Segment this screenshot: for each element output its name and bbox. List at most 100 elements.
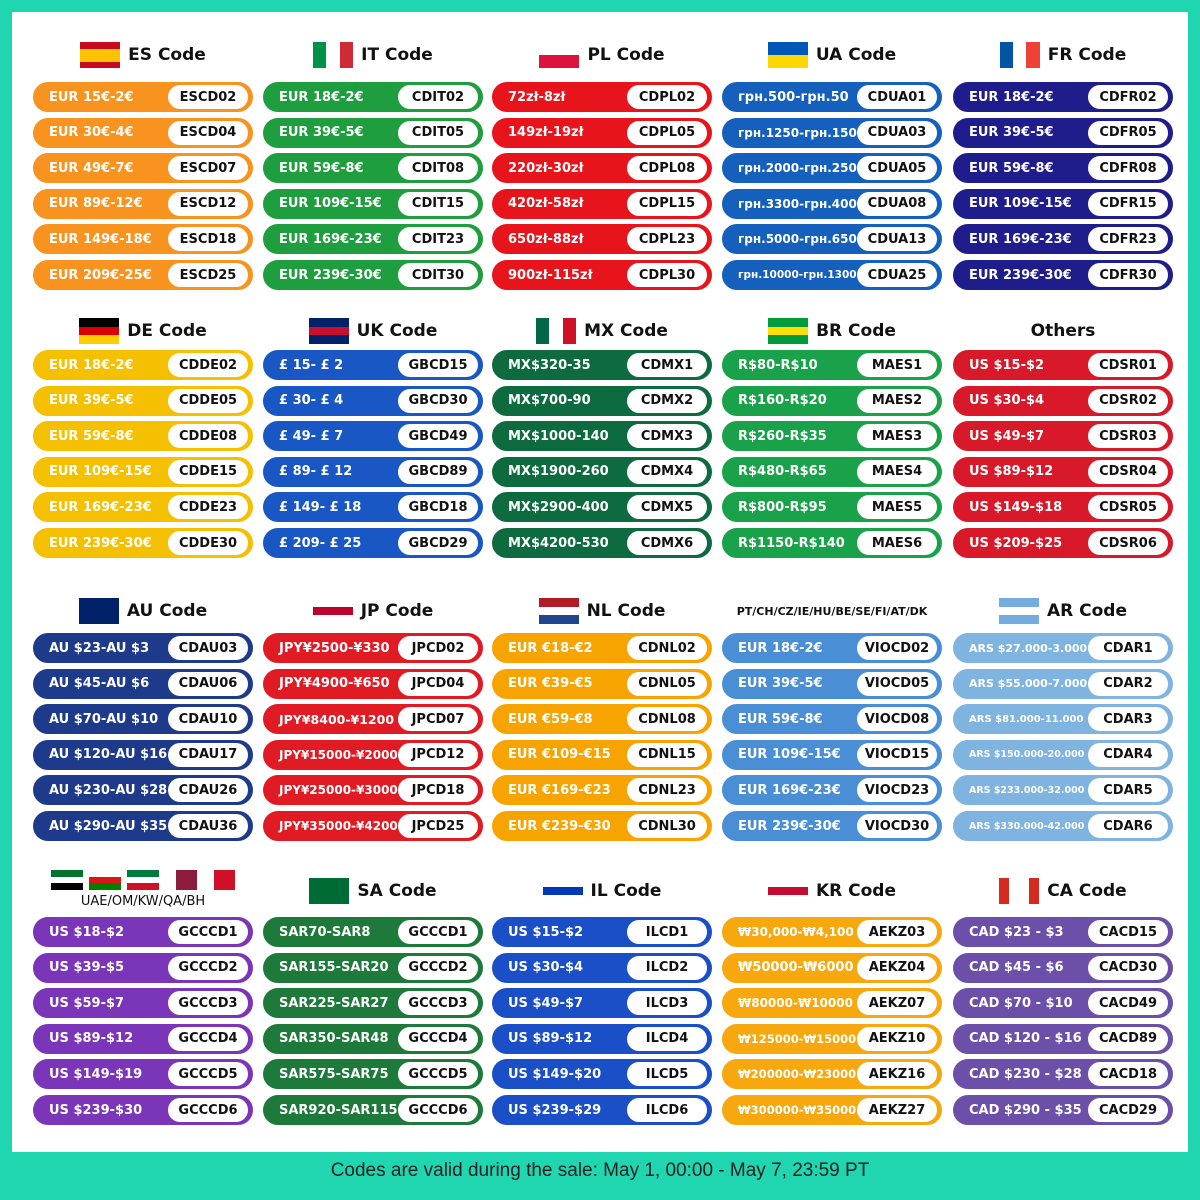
flag-stripe xyxy=(542,886,583,896)
group-title: IT Code xyxy=(361,45,433,65)
flag-stripe xyxy=(767,886,808,896)
coupon: грн.3300-грн.400 CDUA08 xyxy=(722,188,942,219)
coupon: EUR 39€-5€ CDIT05 xyxy=(263,117,483,148)
flag-stripe xyxy=(308,335,349,344)
coupon-code: CDPL08 xyxy=(627,156,707,181)
discount: CAD $70 - $10 xyxy=(969,995,1073,1011)
coupon-code: CDNL15 xyxy=(627,742,707,767)
flag-stripe xyxy=(127,870,159,877)
coupon-code: CDUA25 xyxy=(857,263,937,287)
coupon: US $149-$20 ILCD5 xyxy=(492,1059,712,1090)
flag-stripe xyxy=(312,598,353,607)
coupon-code: MAES6 xyxy=(857,531,937,555)
discount: 72zł-8zł xyxy=(508,89,566,105)
flag-stripe xyxy=(768,318,809,327)
coupon: JPY¥25000-¥3000 JPCD18 xyxy=(263,775,483,806)
discount: EUR 30€-4€ xyxy=(49,125,134,141)
discount: ₩300000-₩35000 xyxy=(738,1103,857,1117)
discount: US $239-$29 xyxy=(508,1102,602,1118)
coupon: US $89-$12 CDSR04 xyxy=(953,456,1173,487)
footer: Codes are valid during the sale: May 1, … xyxy=(330,1160,870,1181)
discount: MX$1000-140 xyxy=(508,428,609,444)
coupon-code: CDAU10 xyxy=(168,707,248,732)
coupon-code: CDUA01 xyxy=(857,85,937,109)
coupon: EUR 18€-2€ CDFR02 xyxy=(953,82,1173,112)
coupon-code: VIOCD30 xyxy=(857,814,937,838)
coupon-code: CACD18 xyxy=(1088,1062,1168,1087)
coupon: ₩80000-₩10000 AEKZ07 xyxy=(722,988,942,1019)
coupon: ARS $55.000-7.000 CDAR2 xyxy=(953,668,1173,699)
discount: EUR 169€-23€ xyxy=(49,499,152,515)
coupon-code: CDUA08 xyxy=(857,191,937,216)
coupon-code: CDAU36 xyxy=(168,814,248,838)
discount: US $59-$7 xyxy=(49,995,125,1011)
coupon-code: GBCD49 xyxy=(398,424,478,449)
coupon: R$160-R$20 MAES2 xyxy=(722,385,942,416)
coupon-code: CDAR5 xyxy=(1088,778,1168,803)
coupon: EUR 18€-2€ CDDE02 xyxy=(33,350,253,380)
coupon-code: CDUA05 xyxy=(857,156,937,181)
flag-stripe xyxy=(213,870,225,890)
coupon-code: GCCCD1 xyxy=(168,920,248,944)
coupon: US $49-$7 CDSR03 xyxy=(953,421,1173,452)
coupon-code: GBCD89 xyxy=(398,459,478,484)
coupon: EUR 39€-5€ CDFR05 xyxy=(953,117,1173,148)
discount: EUR 89€-12€ xyxy=(49,196,143,212)
coupon-code: CDNL02 xyxy=(627,636,707,660)
coupon-code: CDIT05 xyxy=(398,120,478,145)
coupon-code: ILCD1 xyxy=(627,920,707,944)
coupon-code: JPCD04 xyxy=(398,671,478,696)
discount: грн.500-грн.50 xyxy=(738,89,849,105)
coupon-code: CDPL15 xyxy=(627,191,707,216)
coupon-code: MAES3 xyxy=(857,424,937,449)
coupon-code: CDAR4 xyxy=(1088,742,1168,767)
coupon: SAR225-SAR27 GCCCD3 xyxy=(263,988,483,1019)
coupon: ₩30,000-₩4,100 AEKZ03 xyxy=(722,917,942,947)
flag-stripe xyxy=(313,42,327,68)
discount: ₩80000-₩10000 xyxy=(738,996,853,1011)
group-header: ES Code xyxy=(33,40,253,70)
discount: EUR 239€-30€ xyxy=(969,267,1072,283)
discount: JPY¥35000-¥4200 xyxy=(279,819,398,833)
coupon-code: GBCD18 xyxy=(398,495,478,520)
group-title: PL Code xyxy=(587,45,665,65)
flag xyxy=(538,598,579,624)
group-header: JP Code xyxy=(263,596,483,626)
discount: EUR 209€-25€ xyxy=(49,267,152,283)
flag-stripe xyxy=(538,606,579,616)
coupon: R$80-R$10 MAES1 xyxy=(722,350,942,380)
coupon: EUR 59€-8€ CDIT08 xyxy=(263,153,483,184)
coupon-code: CDMX4 xyxy=(627,459,707,484)
coupon-code: CDFR15 xyxy=(1088,191,1168,216)
coupon-code: VIOCD02 xyxy=(857,636,937,660)
discount: грн.2000-грн.250 xyxy=(738,161,857,176)
discount: EUR 59€-8€ xyxy=(279,160,364,176)
flag-stripe xyxy=(79,335,120,344)
coupon-code: JPCD02 xyxy=(398,636,478,660)
coupon: EUR €18-€2 CDNL02 xyxy=(492,633,712,663)
coupon: 650zł-88zł CDPL23 xyxy=(492,224,712,255)
coupon-code: CDNL23 xyxy=(627,778,707,803)
discount: EUR 59€-8€ xyxy=(49,428,134,444)
coupon-code: CDFR05 xyxy=(1088,120,1168,145)
discount: EUR 39€-5€ xyxy=(738,676,823,692)
discount: EUR 169€-23€ xyxy=(969,231,1072,247)
coupon: EUR €169-€23 CDNL23 xyxy=(492,775,712,806)
discount: грн.10000-грн.1300 xyxy=(738,269,857,281)
discount: MX$2900-400 xyxy=(508,499,609,515)
flag-stripe xyxy=(998,598,1039,607)
flag xyxy=(539,42,580,68)
discount: 149zł-19zł xyxy=(508,125,584,141)
discount: грн.5000-грн.650 xyxy=(738,232,857,247)
coupon: EUR 239€-30€ VIOCD30 xyxy=(722,811,942,841)
discount: EUR 109€-15€ xyxy=(49,464,152,480)
discount: EUR 18€-2€ xyxy=(738,640,823,656)
coupon: JPY¥35000-¥4200 JPCD25 xyxy=(263,811,483,841)
coupon: ₩50000-₩6000 AEKZ04 xyxy=(722,952,942,983)
flag-stripe xyxy=(1009,878,1020,904)
coupon-code: CDDE08 xyxy=(168,424,248,449)
coupon-code: ILCD3 xyxy=(627,991,707,1016)
coupon: EUR 239€-30€ CDDE30 xyxy=(33,528,253,558)
coupon: JPY¥2500-¥330 JPCD02 xyxy=(263,633,483,663)
